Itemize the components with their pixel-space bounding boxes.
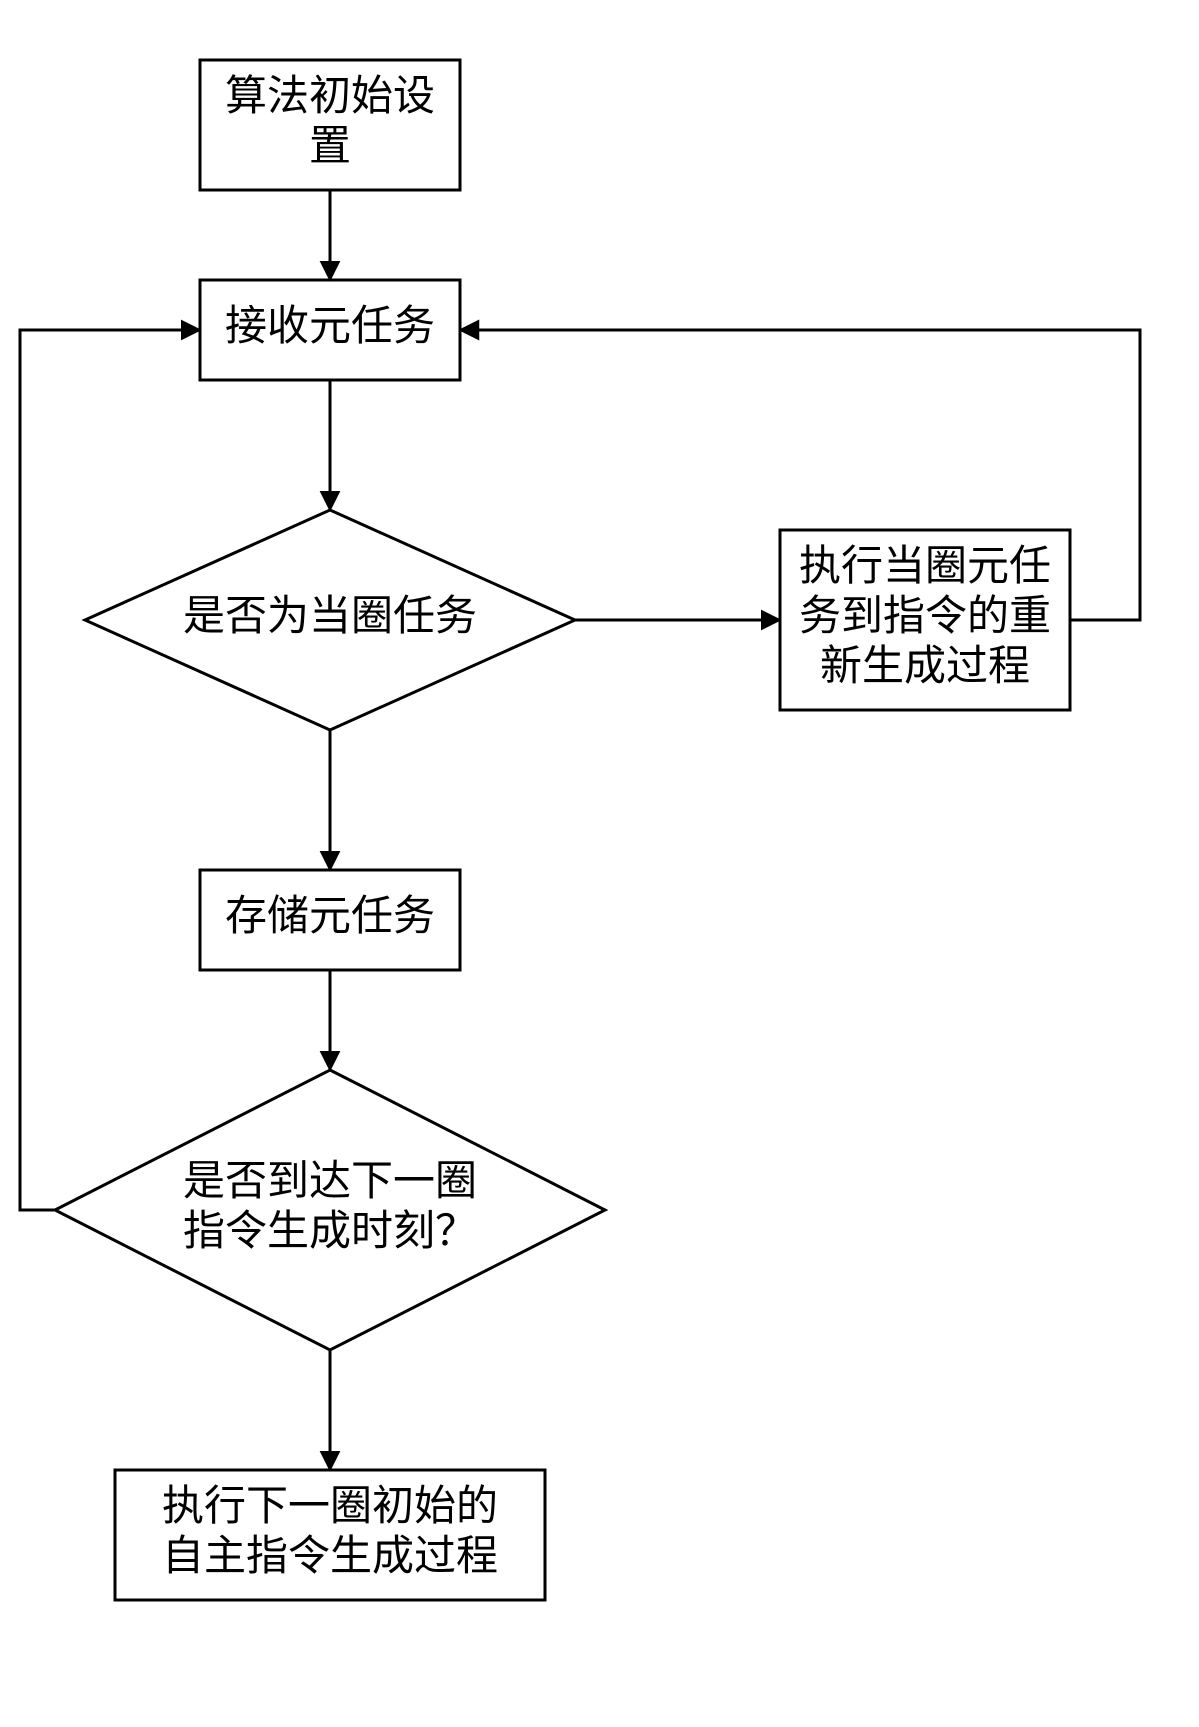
isNext-label: 是否到达下一圈指令生成时刻？	[183, 1159, 477, 1255]
recv-label: 接收元任务	[225, 304, 435, 350]
init-label: 算法初始设置	[225, 74, 435, 170]
node-isNext: 是否到达下一圈指令生成时刻？	[55, 1070, 605, 1350]
node-store: 存储元任务	[200, 870, 460, 970]
edge-isNext-recv	[20, 330, 200, 1210]
regen-label: 执行当圈元任务到指令的重新生成过程	[799, 544, 1051, 690]
node-isCurrent: 是否为当圈任务	[85, 510, 575, 730]
execNext-label: 执行下一圈初始的自主指令生成过程	[162, 1484, 498, 1580]
node-execNext: 执行下一圈初始的自主指令生成过程	[115, 1470, 545, 1600]
node-recv: 接收元任务	[200, 280, 460, 380]
store-label: 存储元任务	[225, 894, 435, 940]
isCurrent-label: 是否为当圈任务	[183, 594, 477, 640]
node-regen: 执行当圈元任务到指令的重新生成过程	[780, 530, 1070, 710]
node-init: 算法初始设置	[200, 60, 460, 190]
